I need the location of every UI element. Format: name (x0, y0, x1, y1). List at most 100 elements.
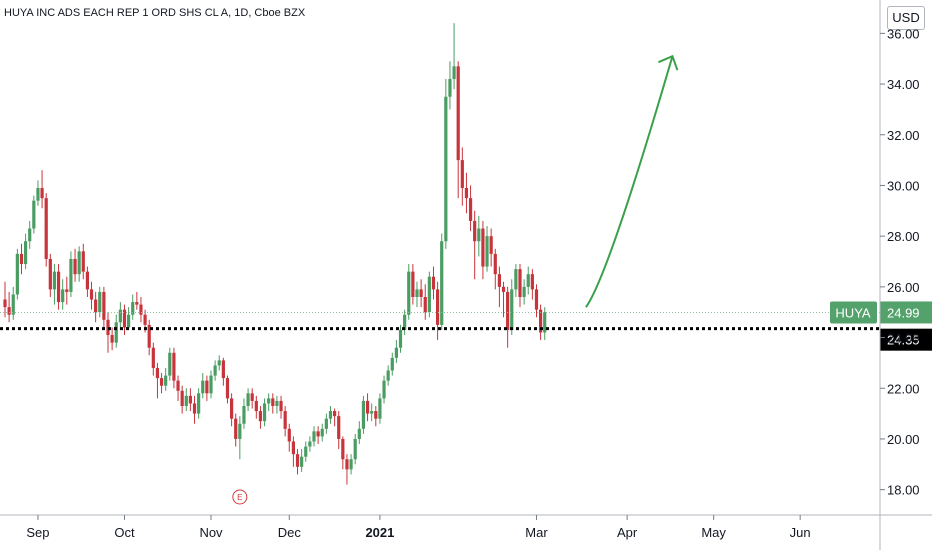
candle-body (460, 160, 464, 188)
candle-body (357, 428, 361, 439)
earnings-marker[interactable] (232, 489, 248, 505)
candle-body (448, 78, 452, 97)
candle-body (213, 365, 217, 376)
time-tick-label: Sep (26, 525, 49, 540)
candle-body (11, 294, 15, 315)
candle-body (456, 66, 460, 161)
candle-body (386, 370, 390, 381)
candle-body (407, 271, 411, 315)
candle-body (436, 289, 440, 325)
candle-body (361, 400, 366, 429)
candle-body (155, 367, 160, 379)
candle-body (205, 380, 209, 394)
candle-body (271, 398, 275, 406)
candle-body (341, 438, 345, 460)
candle-body (114, 322, 118, 343)
candle-body (353, 438, 357, 460)
candle-body (316, 431, 320, 437)
candle-body (19, 253, 24, 265)
candle-body (501, 286, 506, 292)
candle-body (415, 289, 419, 297)
price-tick-label: 34.00 (887, 77, 920, 92)
candle-body (320, 428, 324, 437)
candle-body (48, 258, 52, 290)
candle-body (254, 400, 258, 412)
time-tick-label: Dec (278, 525, 302, 540)
candle-body (28, 228, 32, 242)
candle-body (530, 274, 534, 290)
candle-body (403, 314, 407, 330)
candle-body (234, 418, 238, 439)
candle-body (279, 400, 283, 412)
candle-body (481, 228, 485, 267)
candle-body (197, 393, 201, 414)
candle-body (24, 241, 28, 265)
candle-body (73, 258, 77, 275)
price-tick-label: 18.00 (887, 483, 920, 498)
projection-arrow-head (658, 54, 679, 71)
candle-body (217, 360, 221, 366)
candle-body (337, 416, 341, 439)
candle-body (390, 357, 394, 371)
time-tick-label: Jun (790, 525, 811, 540)
candle-body (374, 411, 378, 419)
candle-body (164, 375, 168, 386)
candle-body (238, 423, 242, 439)
candle-body (312, 431, 316, 442)
symbol-tag-label: HUYA (835, 305, 870, 320)
candle-body (477, 228, 481, 242)
candle-body (192, 403, 197, 414)
price-tick-label: 20.00 (887, 432, 920, 447)
candle-body (506, 291, 510, 330)
candle-body (85, 271, 89, 290)
overlay-layer: E HUYA 24.99 24.35 (0, 54, 932, 505)
time-tick-label: Mar (525, 525, 548, 540)
candle-body (378, 398, 382, 419)
candle-body (444, 96, 448, 242)
candle-body (275, 400, 279, 406)
price-tick-label: 30.00 (887, 178, 920, 193)
candle-body (168, 352, 172, 376)
candle-body (539, 309, 543, 333)
candle-body (518, 269, 522, 297)
candle-body (328, 411, 333, 419)
candle-body (3, 299, 7, 308)
candle-body (291, 441, 295, 455)
candle-body (77, 251, 81, 275)
candle-body (44, 198, 48, 259)
price-tick-label: 28.00 (887, 229, 920, 244)
price-tick-label: 26.00 (887, 280, 920, 295)
candle-body (94, 299, 98, 313)
candle-body (308, 441, 312, 447)
candle-body (287, 428, 291, 442)
candle-body (188, 395, 192, 404)
candle-body (122, 309, 127, 328)
time-tick-label: 2021 (365, 525, 394, 540)
candle-body (7, 307, 11, 315)
candle-body (423, 296, 427, 313)
candle-body (324, 418, 328, 429)
candle-body (184, 395, 188, 406)
candle-body (110, 335, 114, 343)
currency-selector[interactable]: USD (887, 6, 925, 30)
candle-body (143, 314, 147, 325)
candle-body (493, 253, 497, 275)
candle-body (246, 393, 250, 406)
candle-body (102, 291, 106, 320)
candle-body (230, 398, 234, 419)
candle-body (127, 314, 131, 328)
price-tick-label: 32.00 (887, 128, 920, 143)
candle-body (452, 66, 456, 79)
candle-body (534, 289, 539, 310)
candle-body (15, 253, 19, 295)
candle-body (333, 411, 337, 417)
time-tick-label: Oct (114, 525, 135, 540)
candle-body (382, 380, 386, 399)
candle-body (262, 403, 267, 422)
candle-body (440, 241, 444, 325)
candle-body (267, 398, 271, 404)
candle-body (225, 378, 230, 399)
candle-body (489, 236, 493, 254)
candle-body (131, 302, 135, 315)
